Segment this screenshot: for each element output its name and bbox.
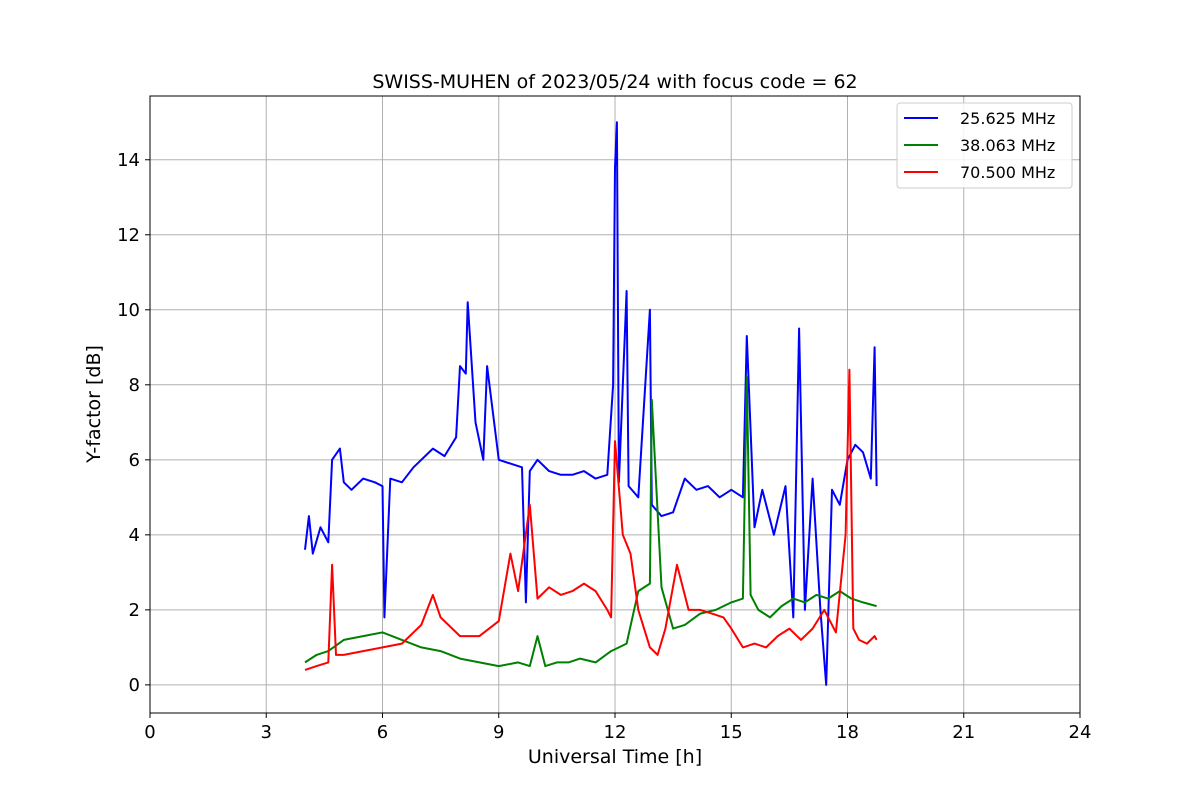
chart-title: SWISS-MUHEN of 2023/05/24 with focus cod…	[372, 71, 857, 93]
series-line-2	[304, 376, 877, 668]
x-tick-label: 21	[952, 722, 975, 743]
legend-label-2: 38.063 MHz	[960, 136, 1055, 155]
y-tick-label: 10	[117, 300, 140, 321]
y-tick-label: 0	[129, 675, 140, 696]
x-tick-label: 9	[493, 722, 504, 743]
x-axis-label: Universal Time [h]	[528, 746, 702, 768]
legend-box	[896, 102, 1073, 189]
y-tick-label: 8	[129, 375, 140, 396]
x-tick-label: 18	[836, 722, 859, 743]
series-line-3	[304, 368, 878, 671]
y-tick-label: 2	[129, 600, 140, 621]
x-tick-label: 24	[1069, 722, 1092, 743]
y-tick-label: 6	[129, 450, 140, 471]
series-line-1	[304, 121, 878, 686]
x-tick-label: 6	[377, 722, 388, 743]
x-tick-label: 12	[604, 722, 627, 743]
y-tick-label: 14	[117, 150, 140, 171]
x-tick-label: 15	[720, 722, 743, 743]
legend: 25.625 MHz 38.063 MHz 70.500 MHz	[896, 102, 1073, 189]
y-axis-label: Y-factor [dB]	[83, 345, 105, 464]
series-layer	[304, 121, 878, 686]
x-tick-label: 3	[261, 722, 272, 743]
legend-label-3: 70.500 MHz	[960, 163, 1055, 182]
y-tick-label: 12	[117, 225, 140, 246]
y-tick-label: 4	[129, 525, 140, 546]
legend-label-1: 25.625 MHz	[960, 109, 1055, 128]
x-tick-label: 0	[144, 722, 155, 743]
